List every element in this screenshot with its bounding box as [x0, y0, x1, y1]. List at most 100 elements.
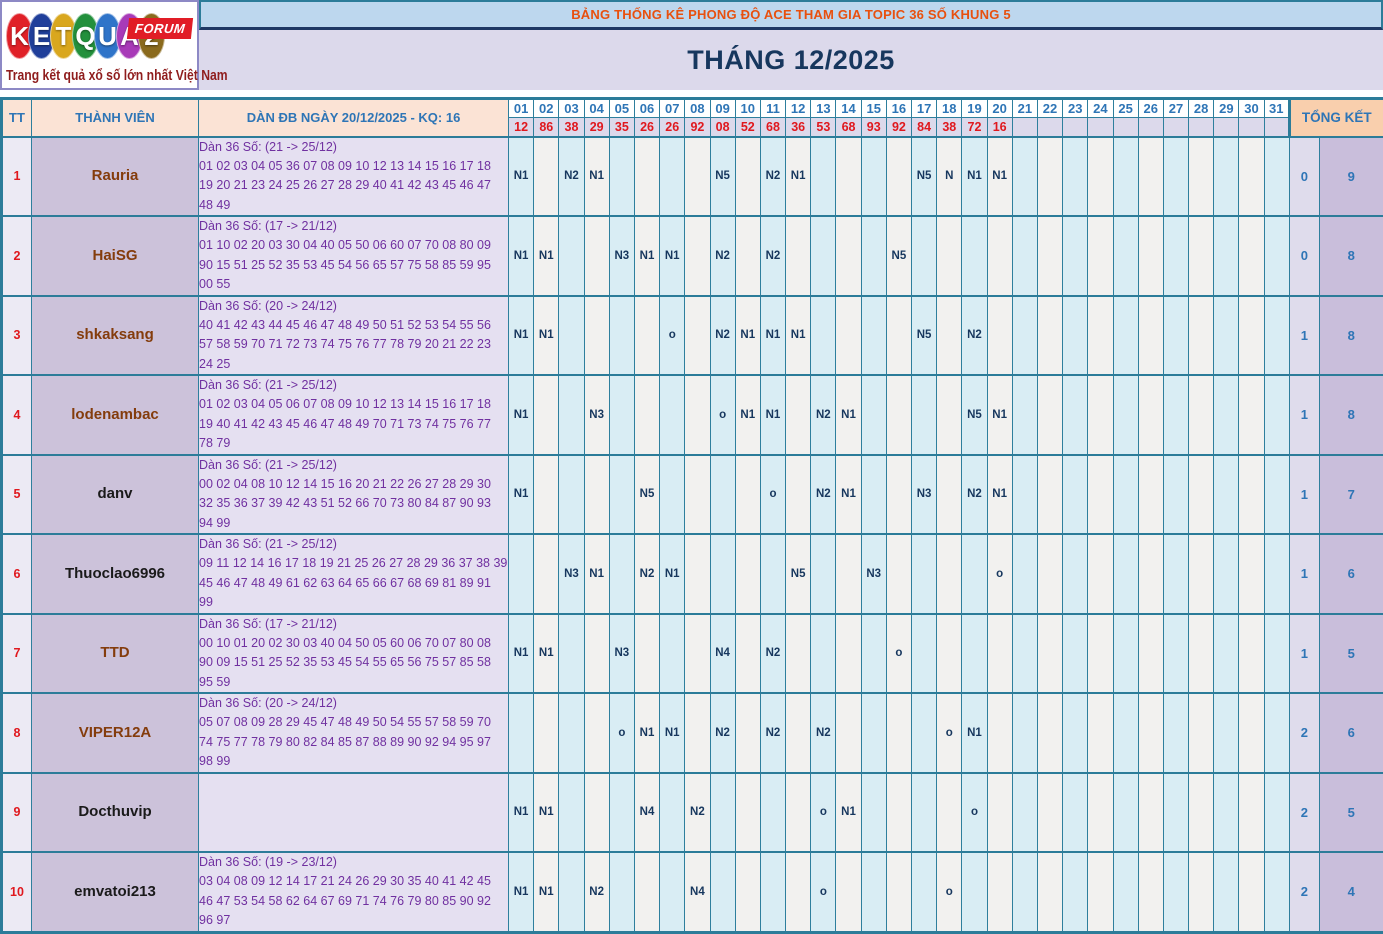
total-score-cell: 9 — [1319, 137, 1383, 217]
day-mark-cell: N5 — [962, 375, 987, 455]
dan-title: Dàn 36 Số: (17 -> 21/12) — [199, 615, 508, 634]
day-mark-cell — [861, 693, 886, 773]
day-header: 11 — [760, 99, 785, 118]
day-mark-cell — [1239, 852, 1264, 932]
day-mark-cell: N4 — [685, 852, 710, 932]
member-name: lodenambac — [71, 406, 159, 423]
day-mark-cell — [987, 773, 1012, 853]
day-mark-cell — [584, 455, 609, 535]
tt-cell: 9 — [2, 773, 32, 853]
col-header-tt: TT — [2, 99, 32, 137]
day-mark-cell — [1037, 375, 1062, 455]
total-win-cell: 1 — [1289, 614, 1319, 694]
day-mark-cell — [1012, 296, 1037, 376]
stats-table-body: 1 Rauria Dàn 36 Số: (21 -> 25/12)01 02 03 … — [2, 137, 1383, 933]
day-mark-cell: o — [760, 455, 785, 535]
day-mark-cell: N2 — [710, 296, 735, 376]
total-win-cell: 2 — [1289, 773, 1319, 853]
total-win-cell: 1 — [1289, 534, 1319, 614]
day-mark-cell: N5 — [710, 137, 735, 217]
day-mark-cell — [1063, 693, 1088, 773]
day-mark-cell — [1037, 137, 1062, 217]
member-cell: shkaksang — [32, 296, 199, 376]
day-mark-cell — [811, 137, 836, 217]
day-result-cell: 92 — [886, 118, 911, 137]
day-mark-cell — [634, 296, 659, 376]
member-name: Thuoclao6996 — [65, 565, 165, 582]
day-mark-cell: N1 — [962, 137, 987, 217]
day-mark-cell — [685, 534, 710, 614]
day-mark-cell: N1 — [534, 852, 559, 932]
day-mark-cell: N1 — [660, 693, 685, 773]
day-mark-cell — [987, 216, 1012, 296]
day-mark-cell — [1214, 773, 1239, 853]
day-mark-cell — [1239, 534, 1264, 614]
day-mark-cell: N1 — [534, 296, 559, 376]
day-mark-cell: N1 — [836, 773, 861, 853]
logo-tagline: Trang kết quả xổ số lớn nhất Việt Nam — [6, 68, 166, 84]
dan-cell: Dàn 36 Số: (21 -> 25/12)01 02 03 04 05 3… — [199, 137, 509, 217]
day-mark-cell — [861, 455, 886, 535]
day-mark-cell — [634, 614, 659, 694]
member-name: Rauria — [92, 167, 139, 184]
day-header: 15 — [861, 99, 886, 118]
day-header: 17 — [912, 99, 937, 118]
day-mark-cell — [760, 852, 785, 932]
total-win-cell: 2 — [1289, 693, 1319, 773]
day-mark-cell — [660, 455, 685, 535]
day-mark-cell — [509, 534, 534, 614]
day-mark-cell — [559, 216, 584, 296]
dan-numbers: 40 41 42 43 44 45 46 47 48 49 50 51 52 5… — [199, 316, 508, 374]
day-mark-cell — [509, 693, 534, 773]
day-mark-cell — [1012, 773, 1037, 853]
day-mark-cell — [962, 614, 987, 694]
day-mark-cell: N1 — [509, 852, 534, 932]
day-mark-cell — [811, 296, 836, 376]
day-mark-cell — [735, 693, 760, 773]
day-mark-cell — [660, 614, 685, 694]
day-mark-cell — [660, 137, 685, 217]
day-mark-cell — [634, 137, 659, 217]
dan-title: Dàn 36 Số: (21 -> 25/12) — [199, 138, 508, 157]
day-mark-cell — [1239, 614, 1264, 694]
day-mark-cell: o — [937, 693, 962, 773]
day-mark-cell — [811, 534, 836, 614]
day-mark-cell — [861, 614, 886, 694]
day-mark-cell — [534, 693, 559, 773]
day-mark-cell: N1 — [660, 534, 685, 614]
day-header: 18 — [937, 99, 962, 118]
day-mark-cell: N1 — [836, 455, 861, 535]
day-header: 22 — [1037, 99, 1062, 118]
day-mark-cell: N1 — [987, 375, 1012, 455]
day-mark-cell — [1113, 216, 1138, 296]
day-mark-cell — [1012, 852, 1037, 932]
tt-cell: 4 — [2, 375, 32, 455]
day-mark-cell — [559, 375, 584, 455]
day-result-cell: 68 — [836, 118, 861, 137]
day-result-cell — [1113, 118, 1138, 137]
day-mark-cell: N5 — [634, 455, 659, 535]
day-result-cell: 08 — [710, 118, 735, 137]
day-mark-cell — [937, 375, 962, 455]
dan-numbers: 01 02 03 04 05 36 07 08 09 10 12 13 14 1… — [199, 157, 508, 215]
day-mark-cell — [1239, 216, 1264, 296]
day-mark-cell — [685, 455, 710, 535]
day-mark-cell: o — [811, 852, 836, 932]
day-mark-cell — [1138, 693, 1163, 773]
day-mark-cell — [1138, 455, 1163, 535]
day-mark-cell: N3 — [584, 375, 609, 455]
day-mark-cell — [1063, 773, 1088, 853]
day-mark-cell: N1 — [760, 296, 785, 376]
day-mark-cell — [1138, 852, 1163, 932]
day-mark-cell — [836, 852, 861, 932]
month-title: THÁNG 12/2025 — [199, 30, 1383, 90]
day-mark-cell — [1138, 375, 1163, 455]
day-mark-cell — [1088, 455, 1113, 535]
day-mark-cell — [685, 693, 710, 773]
day-mark-cell: N1 — [509, 614, 534, 694]
day-mark-cell — [760, 534, 785, 614]
